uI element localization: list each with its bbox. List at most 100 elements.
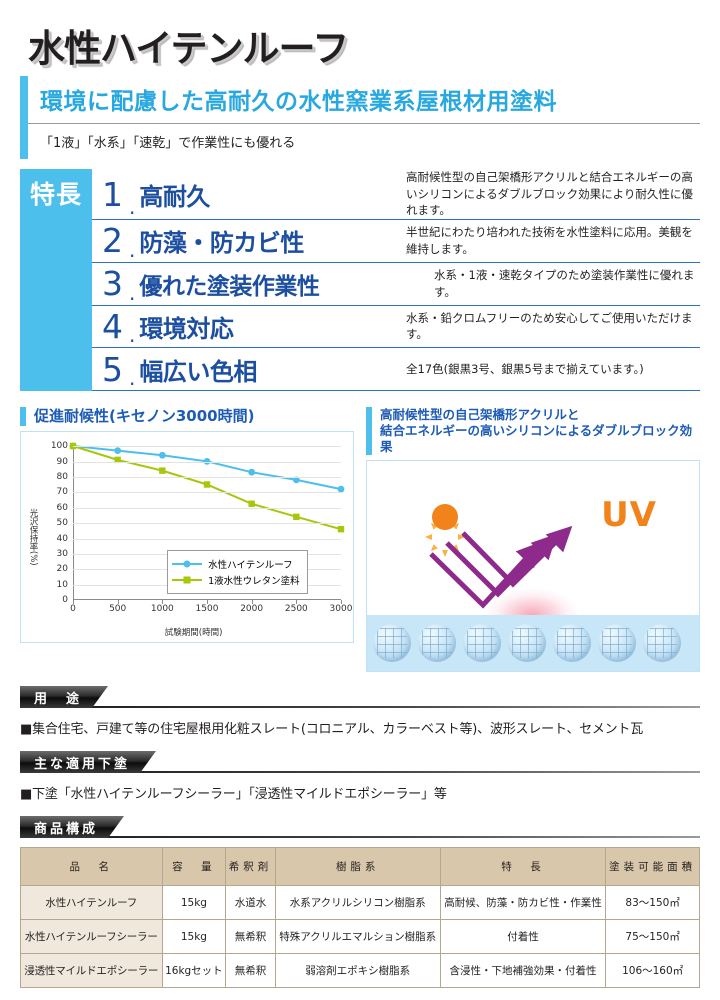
- chart-gridline: [73, 476, 341, 478]
- chart-gridline: [73, 507, 341, 509]
- resin-sphere-icon: [553, 624, 591, 662]
- chart-x-tick-label: 500: [109, 604, 127, 615]
- table-row: 水性ハイテンルーフ 15kg 水道水 水系アクリルシリコン樹脂系 高耐候、防藻・防カビ性…: [20, 885, 700, 920]
- chart-data-point: [293, 513, 300, 521]
- accent-bar-illustration-title: [366, 407, 372, 455]
- chart-data-point: [248, 500, 255, 508]
- chart-legend: 水性ハイテンルーフ 1液水性ウレタン塗料: [167, 550, 308, 595]
- illustration-container: UV: [366, 460, 700, 672]
- feature-number: 5: [102, 349, 123, 389]
- chart-y-axis-label: 光沢保持率(%): [28, 508, 38, 566]
- feature-description: 水系・鉛クロムフリーのため安心してご使用いただけます。: [406, 310, 693, 342]
- feature-dot: .: [129, 280, 136, 305]
- table-cell: 水性ハイテンルーフシーラー: [20, 919, 163, 954]
- table-cell: 75〜150㎡: [605, 919, 700, 954]
- usage-banner: 用 途: [20, 686, 108, 708]
- chart-x-tick-mark: [251, 600, 253, 605]
- composition-banner-wrap: 商品構成: [20, 816, 700, 838]
- table-cell: 高耐候、防藻・防カビ性・作業性: [439, 885, 607, 920]
- features-list: 1 . 高耐久 高耐候性型の自己架橋形アクリルと結合エネルギーの高いシリコンによ…: [92, 169, 700, 392]
- tagline-block: 「1液」「水系」「速乾」で作業性にも優れる: [20, 124, 700, 159]
- feature-description: 半世紀にわたり培われた技術を水性塗料に応用。美観を維持します。: [406, 225, 693, 256]
- chart-x-tick-label: 1500: [195, 604, 219, 615]
- chart-x-tick-label: 0: [70, 604, 76, 615]
- chart-y-tick-label: 20: [56, 564, 68, 575]
- chart-y-tick-label: 10: [56, 579, 68, 590]
- chart-data-point: [203, 481, 211, 488]
- table-row: 水性ハイテンルーフシーラー 15kg 無希釈 特殊アクリルエマルション樹脂系 付着性 75…: [20, 919, 700, 954]
- feature-row: 1 . 高耐久 高耐候性型の自己架橋形アクリルと結合エネルギーの高いシリコンによ…: [92, 169, 700, 221]
- table-cell: 水道水: [225, 885, 276, 920]
- table-cell: 水系アクリルシリコン樹脂系: [274, 885, 441, 920]
- feature-description: 水系・1液・速乾タイプのため塗装作業性に優れます。: [434, 267, 695, 299]
- chart-data-point: [248, 468, 256, 476]
- usage-banner-wrap: 用 途: [20, 686, 700, 708]
- double-block-panel: 高耐候性型の自己架橋形アクリルと 結合エネルギーの高いシリコンによるダブルブロッ…: [366, 407, 700, 672]
- feature-dot: .: [129, 195, 136, 220]
- weather-resistance-panel: 促進耐候性(キセノン3000時間) 光沢保持率(%) 0 10 20 30 40 50 60…: [20, 407, 354, 672]
- chart-x-tick-mark: [73, 600, 74, 605]
- chart-gridline: [73, 538, 341, 540]
- table-column-header: 容 量: [161, 847, 227, 886]
- table-cell: 15kg: [161, 885, 227, 920]
- table-cell: 15kg: [161, 919, 227, 954]
- primer-banner: 主な適用下塗: [20, 751, 156, 773]
- chart-y-tick-label: 70: [56, 487, 68, 498]
- chart-x-tick-label: 1000: [150, 604, 174, 615]
- features-section: 特長 1 . 高耐久 高耐候性型の自己架橋形アクリルと結合エネルギーの高いシリコ…: [20, 169, 700, 392]
- feature-number: 3: [102, 264, 123, 304]
- chart-y-tick-label: 90: [56, 456, 68, 467]
- feature-name: 高耐久: [139, 182, 210, 211]
- table-cell: 無希釈: [225, 919, 276, 954]
- illustration-title: 高耐候性型の自己架橋形アクリルと 結合エネルギーの高いシリコンによるダブルブロッ…: [372, 407, 700, 455]
- chart-x-tick-label: 3000: [329, 604, 353, 615]
- chart-x-tick-mark: [117, 600, 119, 605]
- chart-y-tick-label: 0: [62, 595, 68, 606]
- resin-sphere-icon: [598, 624, 636, 662]
- feature-name: 幅広い色相: [139, 357, 257, 386]
- table-column-header: 樹脂系: [274, 847, 441, 886]
- illustration-title-line2: 結合エネルギーの高いシリコンによるダブルブロック効果: [380, 423, 693, 454]
- accent-bar-tagline: [20, 124, 28, 159]
- chart-y-tick-label: 40: [56, 533, 68, 544]
- feature-description: 高耐候性型の自己架橋形アクリルと結合エネルギーの高いシリコンによるダブルブロック…: [406, 170, 693, 218]
- page-title: 水性ハイテンルーフ: [28, 27, 349, 70]
- table-cell: 弱溶剤エポキシ樹脂系: [274, 953, 441, 988]
- chart-gridline: [73, 523, 341, 525]
- sun-icon: [425, 497, 465, 537]
- legend-item: 水性ハイテンルーフ: [172, 557, 300, 571]
- chart-data-point: [114, 456, 121, 464]
- surface-haze: [487, 589, 577, 615]
- table-header-row: 品 名容 量希釈剤 樹脂系特 長塗装可能面積: [20, 847, 700, 886]
- accent-bar-subtitle: [20, 76, 28, 124]
- chart-x-tick-mark: [296, 600, 298, 605]
- resin-sphere-icon: [373, 624, 411, 662]
- chart-panel-header: 促進耐候性(キセノン3000時間): [20, 407, 354, 427]
- feature-name: 環境対応: [139, 314, 234, 343]
- legend-swatch-series-1: [172, 560, 203, 568]
- feature-number: 1: [102, 174, 123, 214]
- feature-row: 5 . 幅広い色相 全17色(銀黒3号、銀黒5号まで揃えています。): [92, 348, 700, 392]
- subtitle-block: 環境に配慮した高耐久の水性窯業系屋根材用塗料: [20, 76, 700, 124]
- legend-item: 1液水性ウレタン塗料: [172, 573, 300, 587]
- composition-banner: 商品構成: [20, 816, 124, 838]
- resin-sphere-icon: [508, 624, 546, 662]
- chart-data-point: [159, 467, 166, 475]
- chart-data-point: [337, 526, 345, 533]
- chart-data-point: [292, 476, 300, 484]
- legend-label: 1液水性ウレタン塗料: [208, 576, 300, 588]
- feature-description: 全17色(銀黒3号、銀黒5号まで揃えています。): [406, 361, 644, 376]
- usage-banner-rule: [20, 706, 700, 708]
- primer-banner-rule: [20, 771, 700, 773]
- accent-bar-chart-title: [20, 407, 26, 427]
- chart-data-point: [158, 452, 166, 459]
- feature-dot: .: [129, 366, 136, 391]
- chart-gridline: [73, 461, 341, 463]
- feature-row: 4 . 環境対応 水系・鉛クロムフリーのため安心してご使用いただけます。: [92, 306, 700, 349]
- chart-container: 光沢保持率(%) 0 10 20 30 40 50 60 70 80 90 100 0 500 1000 1…: [20, 431, 354, 644]
- table-cell: 特殊アクリルエマルション樹脂系: [274, 919, 441, 954]
- table-cell: 付着性: [439, 919, 607, 954]
- table-column-header: 塗装可能面積: [605, 847, 700, 886]
- chart-y-tick-label: 30: [56, 548, 68, 559]
